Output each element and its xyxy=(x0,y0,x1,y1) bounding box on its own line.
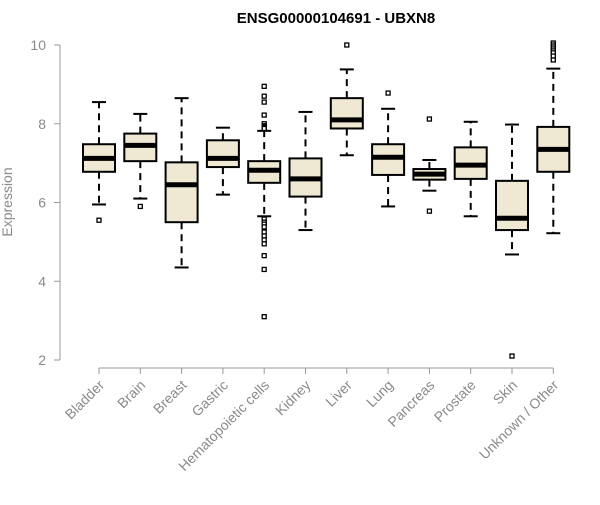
box-series xyxy=(82,40,571,359)
box-iqr xyxy=(205,139,240,169)
outlier-point xyxy=(426,208,433,214)
outlier-point xyxy=(509,353,515,359)
outlier-point xyxy=(261,125,267,132)
x-tick-label: Liver xyxy=(322,377,355,410)
box-iqr xyxy=(495,179,529,232)
box-group xyxy=(205,126,240,196)
x-tick-label: Prostate xyxy=(431,377,479,425)
outlier-point xyxy=(426,116,433,122)
chart-title: ENSG00000104691 - UBXN8 xyxy=(237,10,435,27)
outlier-point xyxy=(261,112,267,118)
outlier-point xyxy=(96,217,102,223)
y-tick-label: 6 xyxy=(38,195,46,211)
box-group xyxy=(495,123,529,359)
box-group xyxy=(329,42,364,157)
box-group xyxy=(82,101,116,223)
outlier-point xyxy=(261,93,267,99)
outlier-point xyxy=(261,99,267,105)
x-tick-label: Bladder xyxy=(62,377,108,423)
box-group xyxy=(371,90,406,208)
box-group xyxy=(247,83,282,320)
box-group xyxy=(536,40,571,235)
x-tick-label: Breast xyxy=(150,377,190,417)
box-iqr xyxy=(164,161,199,224)
outlier-point xyxy=(550,57,556,63)
outlier-point xyxy=(385,90,391,96)
outlier-point xyxy=(261,83,267,89)
box-group xyxy=(412,116,447,214)
y-axis-label: Expression xyxy=(0,167,15,236)
y-tick-label: 10 xyxy=(30,37,46,53)
outlier-point xyxy=(261,266,267,273)
box-group xyxy=(164,97,199,269)
y-tick-label: 2 xyxy=(38,352,46,368)
outlier-point xyxy=(344,42,350,48)
x-tick-label: Skin xyxy=(490,377,521,408)
box-group xyxy=(288,110,323,232)
outlier-point xyxy=(261,253,267,259)
y-tick-label: 8 xyxy=(38,116,46,132)
x-tick-label: Brain xyxy=(114,377,148,411)
box-group xyxy=(123,112,158,210)
box-group xyxy=(453,120,488,218)
outlier-point xyxy=(261,241,267,247)
outlier-point xyxy=(261,224,267,230)
x-tick-label: Lung xyxy=(363,377,396,410)
outlier-point xyxy=(137,203,143,210)
y-axis: 2 4 6 8 10 xyxy=(30,37,61,368)
y-tick-label: 4 xyxy=(38,273,46,289)
outlier-point xyxy=(261,314,267,320)
x-tick-label: Kidney xyxy=(272,377,314,419)
box-iqr xyxy=(329,97,364,130)
